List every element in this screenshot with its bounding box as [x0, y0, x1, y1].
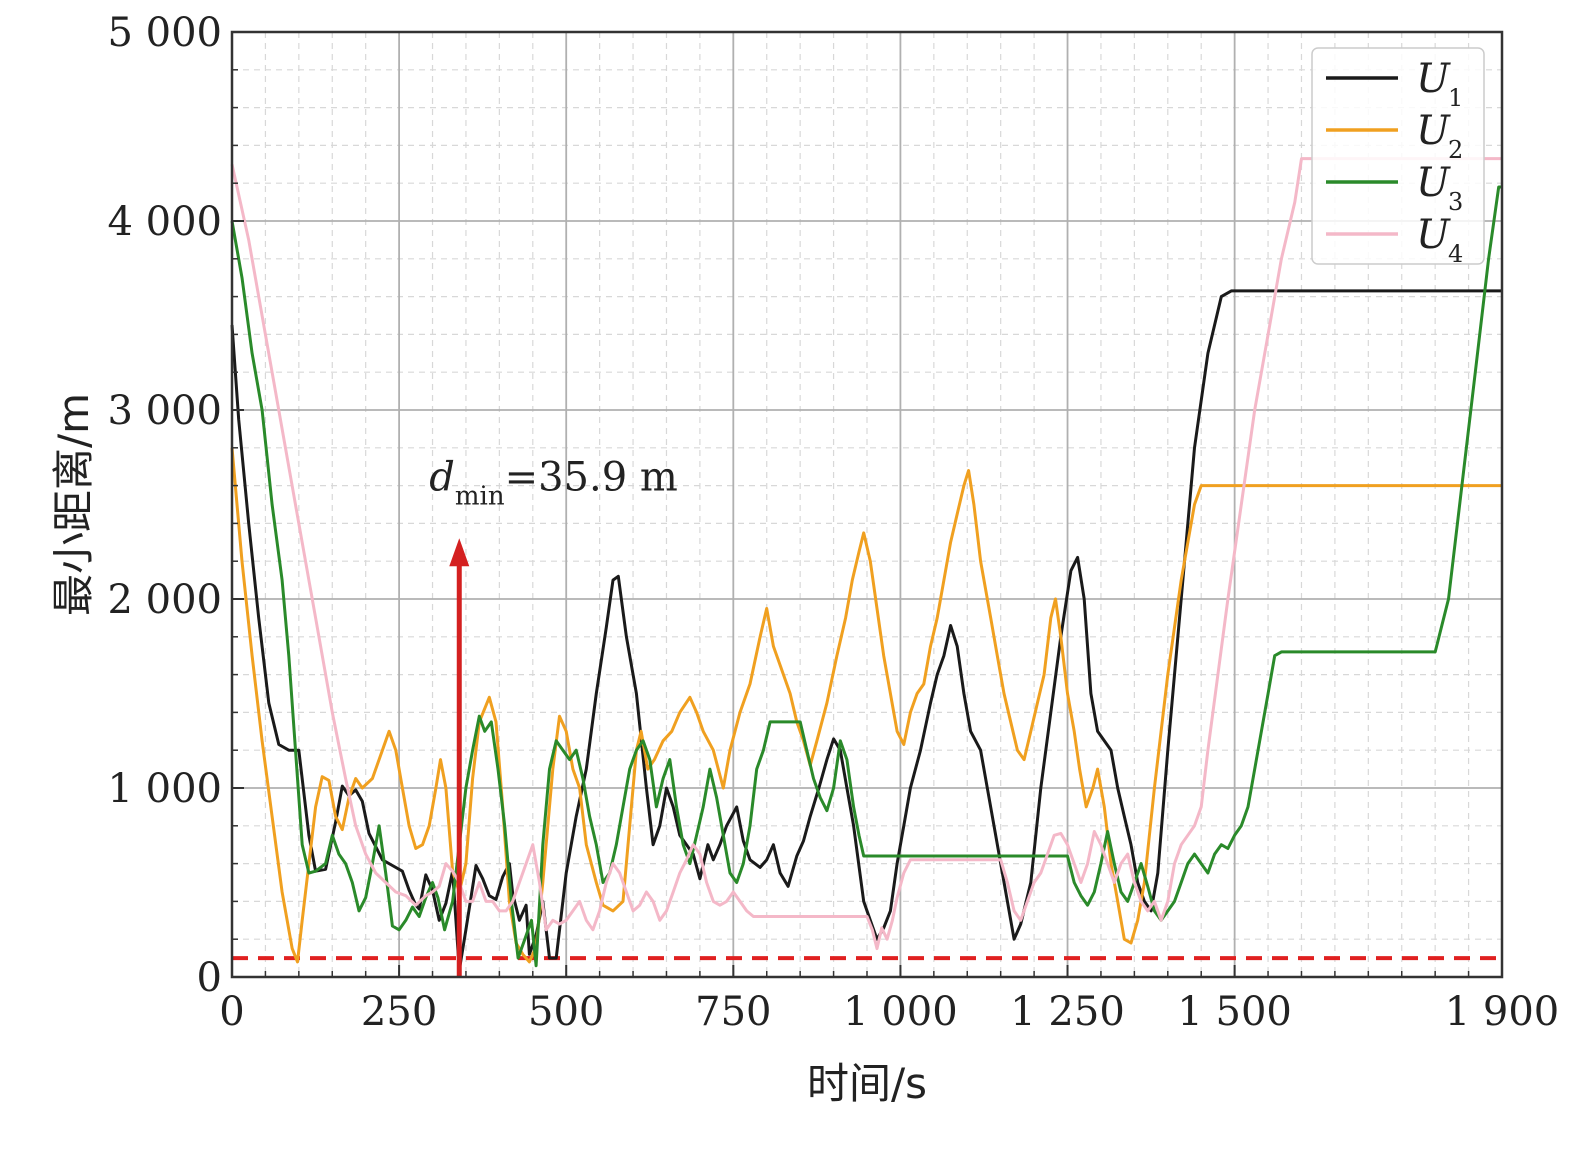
legend-sub-u3: 3 [1448, 188, 1463, 216]
series-line-u2 [230, 447, 1502, 964]
x-tick-label: 250 [361, 989, 437, 1035]
annotation-subscript: min [455, 481, 505, 511]
x-axis-label: 时间/s [807, 1059, 927, 1108]
legend-label-u2: U [1416, 108, 1451, 154]
y-tick-labels: 0 1 000 2 000 3 000 4 000 5 000 [107, 10, 222, 1001]
y-tick-label: 2 000 [107, 577, 222, 623]
annotation-value: =35.9 m [505, 454, 678, 500]
series-line-u3 [230, 185, 1502, 968]
x-tick-label: 1 900 [1445, 989, 1560, 1035]
legend-sub-u2: 2 [1448, 136, 1463, 164]
legend-label-u4: U [1416, 212, 1451, 258]
axis-ticks [231, 31, 1503, 978]
series-line-u4 [230, 157, 1502, 951]
annotation-arrow-head [449, 538, 470, 567]
legend-sub-u4: 4 [1448, 240, 1463, 268]
y-tick-label: 3 000 [107, 388, 222, 434]
x-tick-label: 500 [528, 989, 604, 1035]
y-tick-label: 4 000 [107, 199, 222, 245]
legend-box [1311, 47, 1485, 265]
series-layer [230, 157, 1502, 972]
x-tick-label: 1 250 [1010, 989, 1125, 1035]
annotation-text: dmin=35.9 m [429, 454, 678, 511]
annotation: dmin=35.9 m [429, 454, 678, 977]
annotation-d: d [429, 454, 455, 500]
legend-label-u1: U [1416, 56, 1451, 102]
x-tick-label: 1 000 [843, 989, 958, 1035]
x-tick-label: 750 [695, 989, 771, 1035]
x-tick-labels: 0 250 500 750 1 000 1 250 1 500 1 900 [219, 989, 1559, 1035]
y-axis-label: 最小距离/m [49, 393, 98, 616]
y-tick-label: 0 [197, 955, 222, 1001]
y-tick-label: 1 000 [107, 766, 222, 812]
legend-label-u3: U [1416, 160, 1451, 206]
legend-sub-u1: 1 [1448, 84, 1463, 112]
y-tick-label: 5 000 [107, 10, 222, 56]
x-tick-label: 1 500 [1177, 989, 1292, 1035]
x-tick-label: 0 [219, 989, 244, 1035]
